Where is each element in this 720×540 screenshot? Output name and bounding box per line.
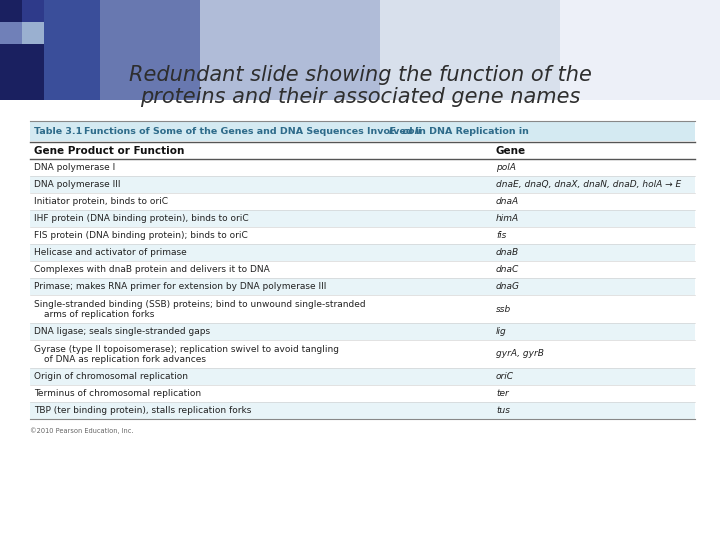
Bar xyxy=(30,121,695,141)
Text: Primase; makes RNA primer for extension by DNA polymerase III: Primase; makes RNA primer for extension … xyxy=(34,282,326,291)
Text: Gene Product or Function: Gene Product or Function xyxy=(34,145,184,156)
Text: Gene: Gene xyxy=(496,145,526,156)
Bar xyxy=(30,261,695,278)
Text: Table 3.1: Table 3.1 xyxy=(34,126,92,136)
Text: IHF protein (DNA binding protein), binds to oriC: IHF protein (DNA binding protein), binds… xyxy=(34,214,248,223)
Bar xyxy=(200,0,380,100)
Text: of DNA as replication fork advances: of DNA as replication fork advances xyxy=(44,355,206,364)
Bar xyxy=(0,0,22,22)
Text: Helicase and activator of primase: Helicase and activator of primase xyxy=(34,248,186,257)
Text: arms of replication forks: arms of replication forks xyxy=(44,310,154,319)
Text: Single-stranded binding (SSB) proteins; bind to unwound single-stranded: Single-stranded binding (SSB) proteins; … xyxy=(34,300,366,309)
Text: gyrA, gyrB: gyrA, gyrB xyxy=(496,349,544,359)
Text: ter: ter xyxy=(496,389,509,398)
Bar xyxy=(30,323,695,340)
Bar xyxy=(22,22,44,44)
Text: DNA polymerase I: DNA polymerase I xyxy=(34,163,115,172)
Bar xyxy=(0,22,22,44)
Text: himA: himA xyxy=(496,214,519,223)
Text: dnaE, dnaQ, dnaX, dnaN, dnaD, holA → E: dnaE, dnaQ, dnaX, dnaN, dnaD, holA → E xyxy=(496,180,681,189)
Text: tus: tus xyxy=(496,406,510,415)
Bar xyxy=(30,368,695,385)
Bar xyxy=(0,0,44,100)
Bar xyxy=(30,385,695,402)
Bar xyxy=(30,227,695,244)
Bar xyxy=(30,295,695,323)
Bar xyxy=(30,210,695,227)
Bar xyxy=(30,340,695,368)
Text: Origin of chromosomal replication: Origin of chromosomal replication xyxy=(34,372,188,381)
Text: Complexes with dnaB protein and delivers it to DNA: Complexes with dnaB protein and delivers… xyxy=(34,265,270,274)
Text: TBP (ter binding protein), stalls replication forks: TBP (ter binding protein), stalls replic… xyxy=(34,406,251,415)
Text: oriC: oriC xyxy=(496,372,514,381)
Text: E. coli: E. coli xyxy=(390,126,421,136)
Text: DNA polymerase III: DNA polymerase III xyxy=(34,180,120,189)
Bar xyxy=(380,0,560,100)
Bar xyxy=(30,159,695,176)
Text: Functions of Some of the Genes and DNA Sequences Involved in DNA Replication in: Functions of Some of the Genes and DNA S… xyxy=(84,126,532,136)
Text: Terminus of chromosomal replication: Terminus of chromosomal replication xyxy=(34,389,201,398)
Text: FIS protein (DNA binding protein); binds to oriC: FIS protein (DNA binding protein); binds… xyxy=(34,231,248,240)
Text: lig: lig xyxy=(496,327,507,336)
Text: dnaG: dnaG xyxy=(496,282,520,291)
Bar xyxy=(560,0,720,100)
Text: dnaC: dnaC xyxy=(496,265,519,274)
Text: DNA ligase; seals single-stranded gaps: DNA ligase; seals single-stranded gaps xyxy=(34,327,210,336)
Text: proteins and their associated gene names: proteins and their associated gene names xyxy=(140,87,580,107)
Text: dnaA: dnaA xyxy=(496,197,519,206)
Bar xyxy=(30,402,695,419)
Text: Initiator protein, binds to oriC: Initiator protein, binds to oriC xyxy=(34,197,168,206)
Bar xyxy=(44,0,100,100)
Text: dnaB: dnaB xyxy=(496,248,519,257)
Text: polA: polA xyxy=(496,163,516,172)
Bar xyxy=(30,278,695,295)
Bar xyxy=(30,244,695,261)
Text: fis: fis xyxy=(496,231,506,240)
Bar xyxy=(22,0,44,22)
Text: Gyrase (type II topoisomerase); replication swivel to avoid tangling: Gyrase (type II topoisomerase); replicat… xyxy=(34,345,339,354)
Text: ©2010 Pearson Education, Inc.: ©2010 Pearson Education, Inc. xyxy=(30,427,133,434)
Bar xyxy=(100,0,200,100)
Bar xyxy=(30,176,695,193)
Text: Redundant slide showing the function of the: Redundant slide showing the function of … xyxy=(129,65,591,85)
Bar xyxy=(30,193,695,210)
Text: ssb: ssb xyxy=(496,305,511,314)
